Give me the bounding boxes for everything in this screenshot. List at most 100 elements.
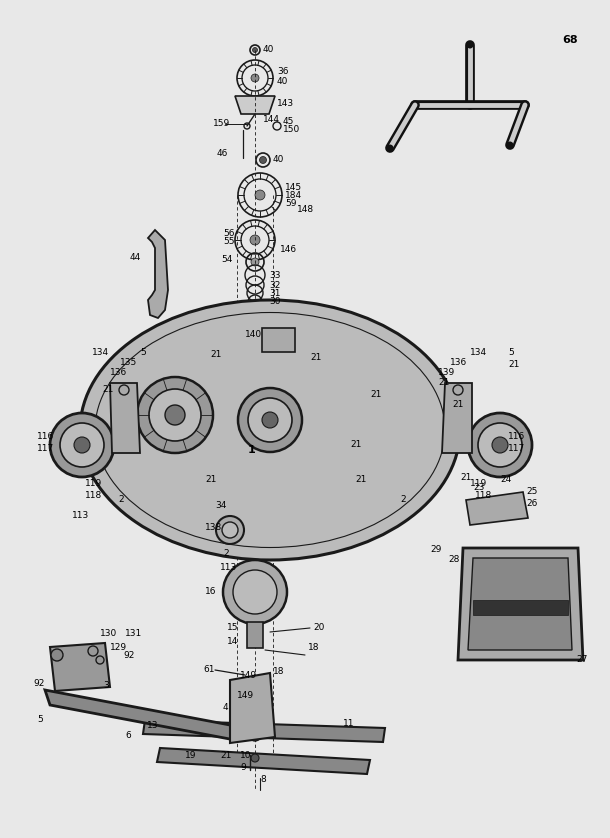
Circle shape bbox=[238, 388, 302, 452]
Text: 116: 116 bbox=[37, 432, 54, 442]
Text: 10: 10 bbox=[240, 752, 251, 761]
Text: 1: 1 bbox=[248, 445, 256, 455]
Text: 2: 2 bbox=[400, 495, 406, 504]
Text: 3: 3 bbox=[103, 680, 109, 690]
Text: 136: 136 bbox=[110, 369, 127, 377]
Text: 119: 119 bbox=[470, 478, 487, 488]
Text: 21: 21 bbox=[210, 350, 221, 360]
Polygon shape bbox=[50, 643, 110, 691]
Text: 44: 44 bbox=[130, 254, 142, 262]
Circle shape bbox=[51, 649, 63, 661]
Text: 13: 13 bbox=[147, 721, 159, 730]
Circle shape bbox=[251, 74, 259, 82]
Text: 144: 144 bbox=[263, 116, 280, 125]
Text: 68: 68 bbox=[562, 35, 578, 45]
Text: 138: 138 bbox=[205, 524, 222, 532]
Text: 148: 148 bbox=[297, 205, 314, 215]
Text: 146: 146 bbox=[280, 246, 297, 255]
Text: 21: 21 bbox=[350, 441, 361, 449]
Text: 14: 14 bbox=[227, 638, 239, 646]
Text: 28: 28 bbox=[448, 556, 459, 565]
Text: 4: 4 bbox=[223, 702, 229, 711]
Text: 24: 24 bbox=[500, 475, 511, 484]
Text: 117: 117 bbox=[37, 444, 54, 453]
Text: 21: 21 bbox=[452, 401, 464, 410]
Text: 119: 119 bbox=[85, 478, 102, 488]
Text: 21: 21 bbox=[460, 473, 472, 483]
Circle shape bbox=[137, 377, 213, 453]
Text: 9: 9 bbox=[240, 763, 246, 773]
Text: 21: 21 bbox=[438, 379, 450, 387]
Polygon shape bbox=[110, 383, 140, 453]
Text: 159: 159 bbox=[213, 120, 230, 128]
Polygon shape bbox=[262, 328, 295, 352]
Text: 40: 40 bbox=[263, 45, 274, 54]
Text: 8: 8 bbox=[260, 775, 266, 784]
Circle shape bbox=[249, 729, 261, 741]
Text: 54: 54 bbox=[221, 256, 233, 265]
Text: 150: 150 bbox=[283, 126, 300, 135]
Polygon shape bbox=[235, 96, 275, 114]
Text: 59: 59 bbox=[285, 199, 296, 209]
Text: 118: 118 bbox=[85, 490, 102, 499]
Text: 16: 16 bbox=[205, 587, 217, 597]
Circle shape bbox=[74, 437, 90, 453]
Text: 21: 21 bbox=[102, 385, 113, 395]
Text: 55: 55 bbox=[223, 237, 234, 246]
Circle shape bbox=[251, 754, 259, 762]
Circle shape bbox=[223, 560, 287, 624]
Circle shape bbox=[165, 405, 185, 425]
Polygon shape bbox=[442, 383, 472, 453]
Circle shape bbox=[506, 142, 514, 148]
Text: 92: 92 bbox=[33, 679, 45, 687]
Text: 113: 113 bbox=[72, 510, 89, 520]
Text: 6: 6 bbox=[125, 731, 131, 739]
Text: 56: 56 bbox=[223, 230, 234, 239]
Circle shape bbox=[60, 423, 104, 467]
Polygon shape bbox=[247, 622, 263, 648]
Text: 30: 30 bbox=[269, 297, 281, 307]
Circle shape bbox=[149, 389, 201, 441]
Circle shape bbox=[255, 190, 265, 200]
Circle shape bbox=[478, 423, 522, 467]
Text: 21: 21 bbox=[370, 391, 381, 400]
Text: 40: 40 bbox=[277, 77, 289, 86]
Text: 139: 139 bbox=[438, 369, 455, 377]
Circle shape bbox=[222, 522, 238, 538]
Ellipse shape bbox=[80, 300, 460, 560]
Text: 5: 5 bbox=[508, 349, 514, 358]
Text: 25: 25 bbox=[526, 488, 537, 496]
Text: 117: 117 bbox=[508, 444, 525, 453]
Circle shape bbox=[251, 258, 259, 266]
Text: 5: 5 bbox=[140, 349, 146, 358]
Circle shape bbox=[233, 570, 277, 614]
Circle shape bbox=[248, 398, 292, 442]
Text: 46: 46 bbox=[217, 149, 228, 158]
Text: 135: 135 bbox=[120, 359, 137, 368]
Text: 134: 134 bbox=[470, 349, 487, 358]
Circle shape bbox=[50, 413, 114, 477]
Text: 149: 149 bbox=[237, 691, 254, 700]
Text: 23: 23 bbox=[473, 484, 484, 493]
Polygon shape bbox=[45, 690, 235, 740]
Text: 149: 149 bbox=[240, 670, 257, 680]
Text: 18: 18 bbox=[308, 644, 320, 653]
Text: 32: 32 bbox=[269, 281, 281, 289]
Text: 31: 31 bbox=[269, 288, 281, 297]
Circle shape bbox=[250, 235, 260, 245]
Circle shape bbox=[262, 412, 278, 428]
Circle shape bbox=[387, 144, 393, 152]
Text: 11: 11 bbox=[343, 718, 354, 727]
Text: 129: 129 bbox=[110, 643, 127, 651]
Text: 45: 45 bbox=[283, 117, 295, 127]
Text: 61: 61 bbox=[203, 665, 215, 675]
Polygon shape bbox=[468, 558, 572, 650]
Text: 116: 116 bbox=[508, 432, 525, 442]
Text: 130: 130 bbox=[100, 628, 117, 638]
Polygon shape bbox=[230, 673, 275, 743]
Text: 33: 33 bbox=[269, 271, 281, 280]
Text: 145: 145 bbox=[285, 184, 302, 193]
Circle shape bbox=[492, 437, 508, 453]
Text: 21: 21 bbox=[220, 751, 231, 759]
Text: 26: 26 bbox=[526, 499, 537, 509]
